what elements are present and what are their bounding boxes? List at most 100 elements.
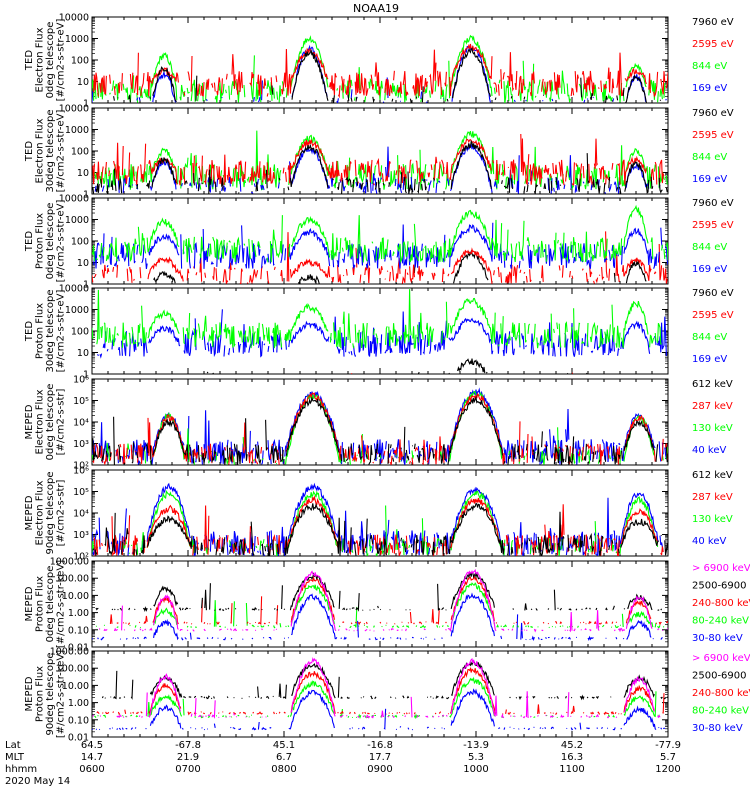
legend-entry: > 6900 keV xyxy=(692,653,750,664)
footer-tick-time: 1100 xyxy=(559,764,584,775)
legend-entry: 80-240 keV xyxy=(692,706,749,717)
y-tick-label: 100 xyxy=(71,56,89,67)
y-axis-label-line: TED xyxy=(24,231,35,252)
y-axis-label-line: [#/cm2-s-str] xyxy=(55,479,66,546)
series-group xyxy=(92,390,668,465)
series-group xyxy=(92,36,668,103)
y-tick-label: 10³ xyxy=(73,530,89,541)
y-axis-label-line: 90deg telescope xyxy=(45,471,56,554)
legend-entry: 7960 eV xyxy=(692,17,734,28)
y-axis-label-line: 90deg telescope xyxy=(45,652,56,735)
y-tick-label: 1000.00 xyxy=(50,557,89,568)
y-axis-label: MEPEDProton Flux0deg telescope[#/cm2-s-s… xyxy=(24,560,67,648)
legend-entry: 2500-6900 xyxy=(692,671,747,682)
y-axis-label-line: 0deg telescope xyxy=(45,566,56,643)
legend-entry: 844 eV xyxy=(692,152,727,163)
legend-entry: 169 eV xyxy=(692,264,727,275)
y-tick-label: 10³ xyxy=(73,439,89,450)
legend-entry: 287 keV xyxy=(692,401,733,412)
y-tick-label: 10 xyxy=(77,258,89,269)
y-axis-label-line: [#/cm2-s-str-keV] xyxy=(55,650,66,738)
panel-frame xyxy=(91,560,669,648)
footer-tick-time: 0800 xyxy=(271,764,296,775)
footer-tick-mlt: 17.7 xyxy=(369,752,391,763)
panel-frame xyxy=(91,650,669,738)
y-axis-label-line: Proton Flux xyxy=(34,666,45,722)
series-line-0 xyxy=(92,502,668,556)
y-tick-label: 10.00 xyxy=(62,591,89,602)
y-axis-label: TEDElectron Flux0deg telescope[#/cm2-s-s… xyxy=(24,19,67,102)
legend-entry: 844 eV xyxy=(692,332,727,343)
y-tick-label: 1.00 xyxy=(68,698,89,709)
y-axis-label-line: MEPED xyxy=(24,676,35,711)
y-axis-label-line: TED xyxy=(24,141,35,162)
legend-entry: 7960 eV xyxy=(692,288,734,299)
legend-entry: > 6900 keV xyxy=(692,563,750,574)
legend-entry: 7960 eV xyxy=(692,198,734,209)
legend-entry: 169 eV xyxy=(692,83,727,94)
y-axis-label-line: TED xyxy=(24,50,35,71)
y-axis-label: TEDElectron Flux30deg telescope[#/cm2-s-… xyxy=(24,109,67,192)
y-axis-label-line: 0deg telescope xyxy=(45,22,56,99)
y-axis-label-line: Proton Flux xyxy=(34,576,45,632)
series-line-1 xyxy=(93,43,668,99)
y-axis-label: MEPEDElectron Flux90deg telescope[#/cm2-… xyxy=(24,471,67,554)
legend-entry: 2595 eV xyxy=(692,310,734,321)
y-tick-label: 10⁵ xyxy=(73,487,89,498)
series-group xyxy=(92,130,668,194)
y-tick-label: 10.00 xyxy=(62,681,89,692)
series-line-1 xyxy=(92,392,668,465)
y-axis-label-line: MEPED xyxy=(24,404,35,439)
panel-8: 0.010.101.0010.00100.001000.00MEPEDProto… xyxy=(24,647,750,744)
y-tick-label: 1 xyxy=(83,280,89,291)
y-axis-label-line: Proton Flux xyxy=(34,303,45,359)
y-tick-label: 10000 xyxy=(59,104,89,115)
footer-tick-time: 0600 xyxy=(79,764,104,775)
series-line-2 xyxy=(92,204,668,264)
legend-entry: 2595 eV xyxy=(692,39,734,50)
y-axis-label-line: 0deg telescope xyxy=(45,384,56,461)
footer-tick-lat: 45.2 xyxy=(561,740,583,751)
y-tick-label: 1 xyxy=(83,190,89,201)
series-group xyxy=(92,289,668,374)
legend-entry: 2500-6900 xyxy=(692,581,747,592)
y-axis-label-line: Electron Flux xyxy=(34,480,45,545)
legend-entry: 30-80 keV xyxy=(692,633,743,644)
series-line-4 xyxy=(92,690,667,730)
series-group xyxy=(92,204,668,284)
y-tick-label: 10⁴ xyxy=(73,418,89,429)
y-tick-label: 0.01 xyxy=(68,733,89,744)
footer-tick-mlt: 16.3 xyxy=(561,752,583,763)
y-tick-label: 10⁴ xyxy=(73,509,89,520)
footer-tick-mlt: 21.9 xyxy=(177,752,199,763)
y-tick-label: 10⁵ xyxy=(73,396,89,407)
y-axis-label-line: [#/cm2-s-str-eV] xyxy=(55,110,66,193)
y-axis-label-line: 30deg telescope xyxy=(45,289,56,372)
legend-entry: 287 keV xyxy=(692,492,733,503)
footer-tick-mlt: 5.3 xyxy=(468,752,484,763)
footer-tick-time: 1000 xyxy=(463,764,488,775)
legend-entry: 40 keV xyxy=(692,536,726,547)
y-tick-label: 100.00 xyxy=(56,574,89,585)
y-axis-label-line: 30deg telescope xyxy=(45,109,56,192)
footer-tick-lat: -16.8 xyxy=(367,740,393,751)
y-tick-label: 1 xyxy=(83,99,89,110)
legend-entry: 30-80 keV xyxy=(692,723,743,734)
y-axis-label-line: Proton Flux xyxy=(34,213,45,269)
footer-tick-mlt: 14.7 xyxy=(81,752,103,763)
y-tick-label: 10 xyxy=(77,77,89,88)
footer-tick-lat: 45.1 xyxy=(273,740,295,751)
legend-entry: 2595 eV xyxy=(692,220,734,231)
y-tick-label: 10000 xyxy=(59,13,89,24)
footer-tick-time: 0900 xyxy=(367,764,392,775)
y-tick-label: 1000 xyxy=(65,34,89,45)
y-tick-label: 100 xyxy=(71,147,89,158)
footer-tick-lat: -77.9 xyxy=(655,740,681,751)
footer-tick-time: 1200 xyxy=(655,764,680,775)
y-axis-label-line: [#/cm2-s-str] xyxy=(55,388,66,455)
y-axis-label-line: MEPED xyxy=(24,586,35,621)
y-axis-label-line: Electron Flux xyxy=(34,118,45,183)
